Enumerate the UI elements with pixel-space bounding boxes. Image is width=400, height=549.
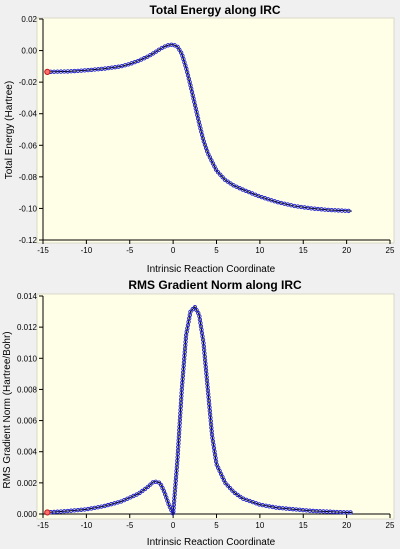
data-point	[151, 51, 156, 56]
chart-title: Total Energy along IRC	[149, 3, 280, 17]
y-tick-label: -0.04	[19, 110, 38, 119]
data-point	[227, 485, 233, 491]
x-tick-label: -5	[126, 246, 134, 255]
y-tick-label: 0.008	[17, 385, 38, 394]
x-tick-label: 20	[342, 246, 351, 255]
rms-gradient-chart: RMS Gradient Norm along IRC Intrinsic Re…	[2, 278, 395, 548]
x-tick-label: 5	[214, 246, 219, 255]
data-point	[140, 488, 145, 494]
x-tick-label: 0	[171, 246, 176, 255]
data-point	[235, 492, 240, 498]
y-tick-label: -0.12	[19, 236, 38, 245]
y-tick-label: 0.006	[17, 417, 38, 426]
data-point	[348, 510, 353, 515]
x-tick-label: 25	[386, 521, 395, 530]
data-point	[223, 481, 228, 486]
y-tick-label: 0.012	[17, 323, 38, 332]
data-point	[148, 482, 153, 487]
data-point	[137, 490, 142, 496]
y-tick-label: -0.10	[19, 204, 38, 213]
x-tick-label: 5	[214, 521, 219, 530]
data-point	[142, 486, 148, 492]
data-point	[145, 484, 150, 490]
y-tick-label: 0.000	[17, 510, 38, 519]
series-line	[47, 44, 352, 212]
y-tick-label: -0.02	[19, 78, 38, 87]
chart-title: RMS Gradient Norm along IRC	[128, 278, 302, 292]
x-tick-label: 15	[299, 246, 308, 255]
total-energy-chart: Total Energy along IRC Intrinsic Reactio…	[4, 3, 395, 275]
y-axis-title: Total Energy (Hartree)	[4, 81, 15, 179]
x-tick-label: 10	[255, 246, 264, 255]
data-point	[215, 170, 221, 175]
x-tick-label: 0	[171, 521, 176, 530]
data-point	[225, 483, 230, 488]
plot-area	[36, 293, 395, 520]
y-tick-label: 0.004	[17, 448, 38, 457]
x-tick-label: 15	[299, 521, 308, 530]
current-point-marker	[44, 509, 51, 516]
y-tick-label: -0.08	[19, 173, 38, 182]
x-tick-label: 10	[255, 521, 264, 530]
data-point	[222, 177, 228, 182]
y-tick-label: 0.00	[21, 47, 37, 56]
x-tick-label: 25	[386, 246, 395, 255]
x-tick-label: -5	[126, 521, 134, 530]
x-tick-label: 20	[342, 521, 351, 530]
data-point	[220, 175, 225, 180]
data-point	[218, 172, 223, 177]
y-axis-title: RMS Gradient Norm (Hartree/Bohr)	[2, 331, 13, 488]
data-point	[230, 488, 235, 493]
x-tick-label: -10	[81, 246, 93, 255]
data-point	[153, 49, 159, 54]
x-axis-title: Intrinsic Reaction Coordinate	[147, 264, 276, 275]
data-series	[44, 42, 352, 214]
x-tick-label: -10	[81, 521, 93, 530]
data-point	[188, 309, 193, 314]
axes: -15 -10 -5 0 5 10 15 20 25 -0.12 -0.10 -0.08 -0.06 -0…	[19, 15, 395, 255]
plot-area	[36, 17, 395, 244]
axes: -15 -10 -5 0 5 10 15 20 25 0.000 0.002 0.004 0.006 0.…	[17, 292, 395, 530]
data-point	[228, 181, 233, 186]
data-point	[232, 490, 238, 496]
x-axis-title: Intrinsic Reaction Coordinate	[147, 537, 276, 548]
data-point	[225, 179, 230, 184]
x-tick-label: -15	[37, 246, 49, 255]
data-point	[346, 208, 351, 214]
x-tick-label: -15	[37, 521, 49, 530]
data-point	[213, 167, 219, 172]
y-tick-label: 0.002	[17, 479, 38, 488]
y-tick-label: 0.02	[21, 15, 37, 24]
y-tick-label: 0.014	[17, 292, 38, 301]
y-tick-label: 0.010	[17, 354, 38, 363]
current-point-marker	[44, 68, 51, 75]
y-tick-label: -0.06	[19, 141, 38, 150]
data-series	[44, 304, 353, 516]
